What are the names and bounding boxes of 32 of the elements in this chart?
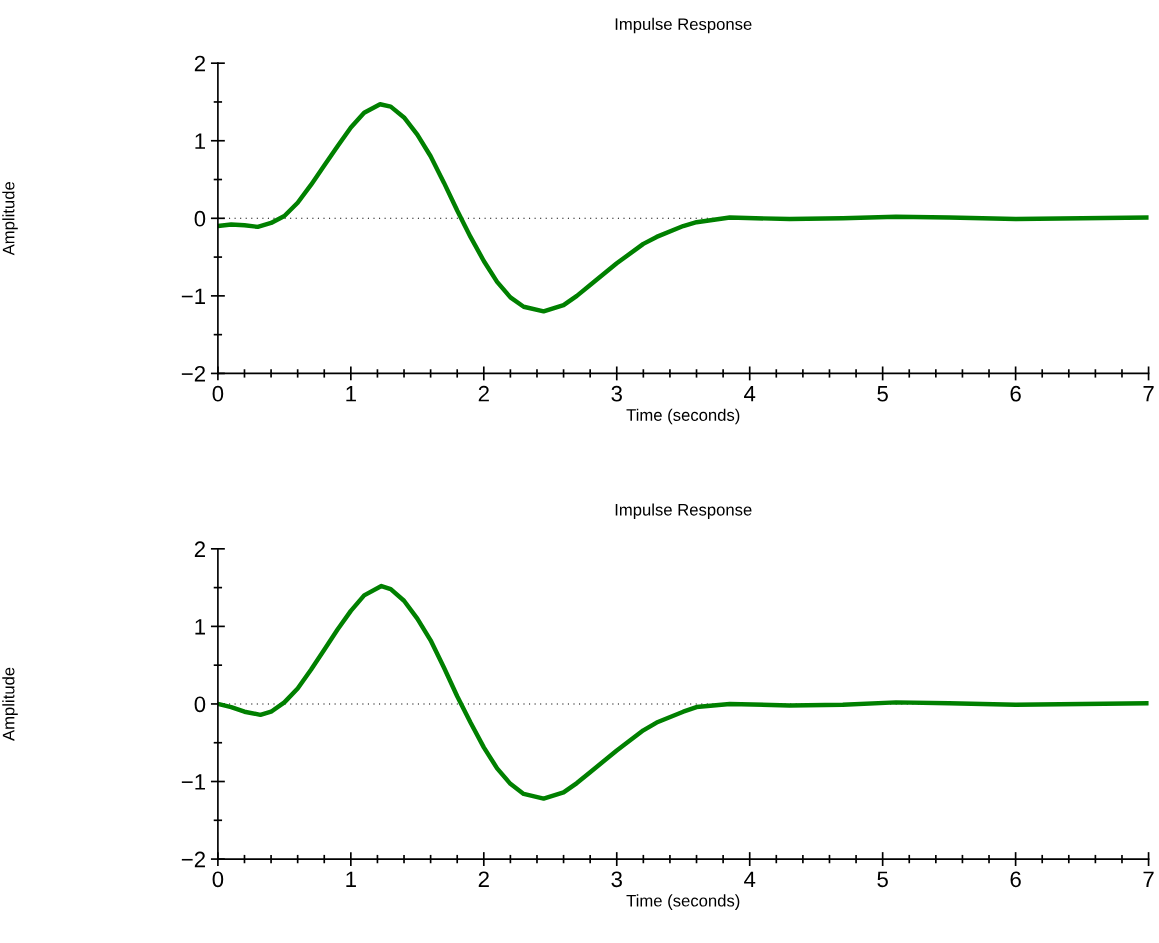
chart-title: Impulse Response [615,503,752,519]
y-tick-label: −1 [181,774,205,790]
x-tick-label: 6 [1010,385,1021,402]
y-tick-label: −2 [181,365,205,382]
x-tick-label: 4 [744,386,756,402]
y-tick-label: 1 [195,133,205,149]
y-tick-label: 0 [194,696,206,713]
x-tick-label: 5 [877,871,888,888]
y-tick-label: −2 [181,851,205,868]
x-axis-title: Time (seconds) [626,408,740,425]
x-tick-label: 3 [611,871,622,888]
y-tick-label: 1 [195,619,205,635]
x-tick-label: 0 [212,871,224,888]
x-tick-label: 1 [346,871,356,887]
y-tick-label: 2 [194,55,205,72]
y-tick-label: 2 [194,541,205,557]
x-tick-label: 2 [478,385,489,402]
y-tick-label: 0 [194,210,206,227]
x-tick-label: 7 [1143,386,1154,402]
x-tick-label: 3 [611,385,622,402]
x-tick-label: 5 [877,386,888,402]
x-tick-label: 6 [1010,871,1021,888]
chart-title: Impulse Response [615,17,752,34]
x-tick-label: 0 [212,385,224,402]
y-axis-title: Amplitude [2,181,18,256]
x-tick-label: 4 [744,871,756,887]
x-tick-label: 7 [1143,871,1154,887]
x-tick-label: 1 [346,386,356,402]
y-tick-label: −1 [181,288,205,304]
x-axis-title: Time (seconds) [626,894,740,910]
x-tick-label: 2 [478,871,489,887]
y-axis-title: Amplitude [2,667,18,741]
